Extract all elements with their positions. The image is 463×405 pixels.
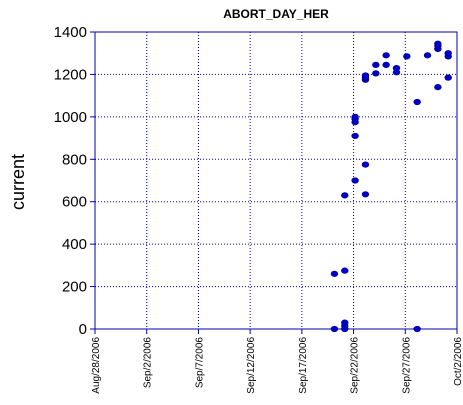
data-point <box>444 50 452 57</box>
x-tick-label: Sep/22/2006 <box>350 337 361 394</box>
data-point <box>330 270 339 277</box>
data-point <box>392 64 401 72</box>
data-point <box>444 74 452 81</box>
data-point <box>403 53 411 60</box>
data-point <box>382 52 390 59</box>
grid <box>95 32 457 329</box>
data-point <box>361 72 370 79</box>
y-tick-label: 200 <box>62 279 87 296</box>
data-point <box>423 52 432 59</box>
x-tick-label: Oct/2/2006 <box>453 337 463 386</box>
y-tick-label: 600 <box>62 194 87 211</box>
plot-frame <box>94 31 458 330</box>
data-point <box>372 70 380 77</box>
x-tick-label: Sep/17/2006 <box>298 337 309 394</box>
y-tick-label: 800 <box>62 151 87 168</box>
y-tick-label: 1200 <box>54 66 87 83</box>
data-point <box>351 132 359 140</box>
y-axis-label: current <box>8 154 28 210</box>
data-point <box>330 325 339 333</box>
y-tick-label: 1000 <box>54 109 87 126</box>
x-tick-label: Sep/7/2006 <box>194 337 205 389</box>
data-point <box>413 98 421 106</box>
data-point <box>434 40 442 47</box>
data-point <box>382 61 390 68</box>
data-point <box>372 61 380 68</box>
y-ticks: 0 200 400 600 800 1000 1200 1400 <box>54 24 95 338</box>
y-tick-label: 400 <box>62 236 87 253</box>
chart-title: ABORT_DAY_HER <box>223 7 329 21</box>
x-tick-label: Sep/27/2006 <box>401 337 412 394</box>
data-point <box>341 192 349 199</box>
data-point <box>361 161 370 168</box>
x-tick-label: Aug/28/2006 <box>91 337 102 394</box>
x-ticks: Aug/28/2006 Sep/2/2006 Sep/7/2006 Sep/12/20… <box>91 329 463 394</box>
x-tick-label: Sep/2/2006 <box>143 337 154 389</box>
data-points <box>330 40 452 333</box>
data-point <box>341 319 349 326</box>
x-tick-label: Sep/12/2006 <box>246 337 257 394</box>
data-point <box>413 325 421 333</box>
data-point <box>351 113 359 120</box>
data-point <box>434 84 442 91</box>
data-point <box>341 267 349 274</box>
y-tick-label: 0 <box>79 321 87 338</box>
data-point <box>361 191 370 198</box>
y-tick-label: 1400 <box>54 24 87 41</box>
data-point <box>351 177 359 184</box>
